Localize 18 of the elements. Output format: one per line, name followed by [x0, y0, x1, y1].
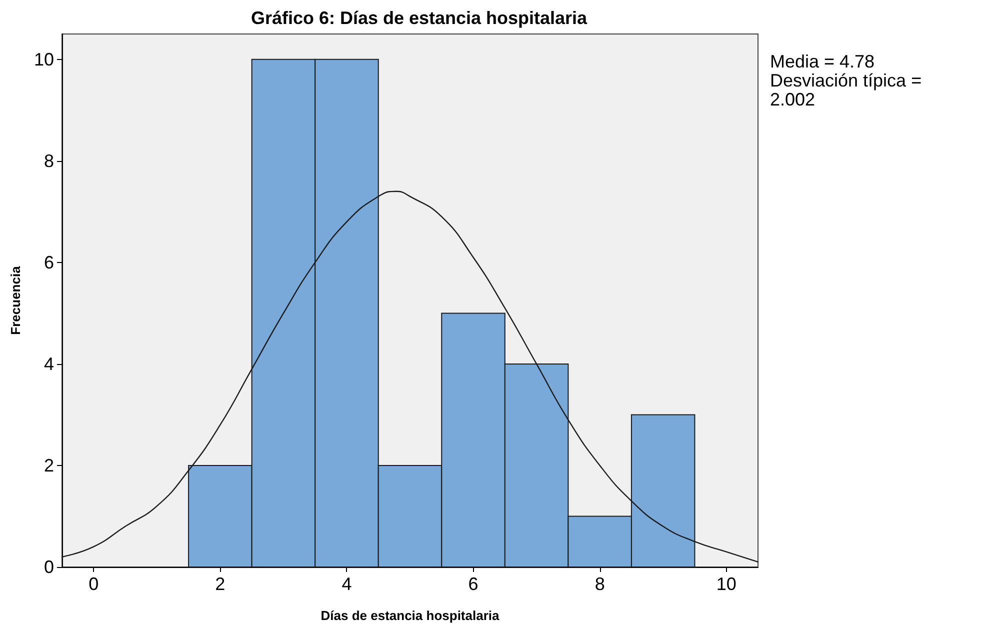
text: Desviación típica = [770, 70, 922, 90]
y-tick-label: 6 [44, 252, 54, 272]
y-tick-label: 4 [44, 354, 54, 374]
x-tick-label: 2 [215, 574, 226, 594]
x-axis-title: Días de estancia hospitalaria [320, 608, 500, 623]
y-axis-title: Frecuencia [8, 265, 23, 335]
text: 2.002 [770, 90, 816, 110]
x-tick-label: 0 [88, 574, 99, 594]
text: Media = 4.78 [770, 52, 875, 72]
y-tick-label: 10 [34, 49, 54, 70]
chart-title: Gráfico 6: Días de estancia hospitalaria [250, 8, 588, 28]
x-tick-label: 8 [594, 574, 605, 594]
y-tick-label: 0 [44, 557, 54, 577]
x-tick-label: 6 [468, 574, 478, 594]
x-tick-label: 4 [342, 574, 352, 594]
x-tick-label: 10 [716, 574, 736, 594]
y-tick-label: 8 [44, 150, 54, 171]
y-tick-label: 2 [44, 455, 54, 476]
